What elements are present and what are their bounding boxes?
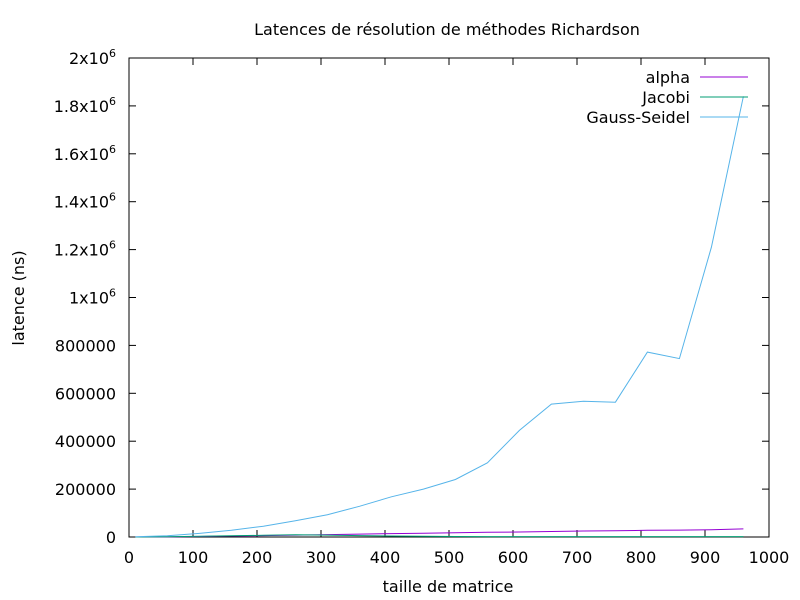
y-tick-label-base: 800000 [55,336,116,355]
y-tick-label: 400000 [55,432,116,451]
y-tick-label: 2x106 [69,47,116,68]
y-tick-label-base: 1.8x10 [54,97,109,116]
y-tick-label-base: 2x10 [69,49,109,68]
y-tick-label: 1.8x106 [54,95,116,116]
x-tick-label: 300 [306,548,337,567]
y-tick-label: 600000 [55,384,116,403]
y-tick-label-base: 600000 [55,384,116,403]
y-axis-label: latence (ns) [9,250,28,345]
y-tick-label: 1x106 [69,287,116,308]
x-tick-label: 0 [124,548,134,567]
y-tick-label-exponent: 6 [109,239,116,252]
y-tick-label: 800000 [55,336,116,355]
y-tick-label: 0 [106,528,116,547]
y-tick-label-base: 1.6x10 [54,145,109,164]
y-tick-label: 1.6x106 [54,143,116,164]
x-tick-label: 400 [370,548,401,567]
x-tick-label: 600 [498,548,529,567]
y-tick-label-exponent: 6 [109,287,116,300]
y-tick-label-exponent: 6 [109,47,116,60]
legend-label: Gauss-Seidel [586,108,690,127]
y-tick-label-exponent: 6 [109,143,116,156]
y-tick-label-base: 1x10 [69,289,109,308]
y-tick-label: 1.2x106 [54,239,116,260]
x-axis: 0 100 200 300 400 500 600 700 800 900 1000 [124,58,789,567]
x-tick-label: 700 [562,548,593,567]
y-tick-label-base: 400000 [55,432,116,451]
y-tick-label-base: 1.4x10 [54,193,109,212]
y-tick-label: 200000 [55,480,116,499]
x-tick-label: 100 [178,548,209,567]
legend-label: Jacobi [641,88,690,107]
x-tick-label: 900 [690,548,721,567]
series-layer [135,96,744,538]
series-line-jacobi [135,534,744,538]
y-tick-label-exponent: 6 [109,191,116,204]
x-tick-label: 800 [626,548,657,567]
x-tick-label: 1000 [749,548,790,567]
y-tick-label: 1.4x106 [54,191,116,212]
y-tick-label-base: 0 [106,528,116,547]
y-tick-label-base: 1.2x10 [54,241,109,260]
legend-label: alpha [646,68,690,87]
x-axis-label: taille de matrice [383,577,514,596]
y-tick-label-base: 200000 [55,480,116,499]
plot-frame [128,57,770,538]
x-tick-label: 500 [434,548,465,567]
y-tick-label-exponent: 6 [109,95,116,108]
series-line-gauss-seidel [135,96,744,538]
y-axis: 02000004000006000008000001x1061.2x1061.4… [54,47,769,547]
chart-title: Latences de résolution de méthodes Richa… [254,20,640,39]
x-tick-label: 200 [242,548,273,567]
